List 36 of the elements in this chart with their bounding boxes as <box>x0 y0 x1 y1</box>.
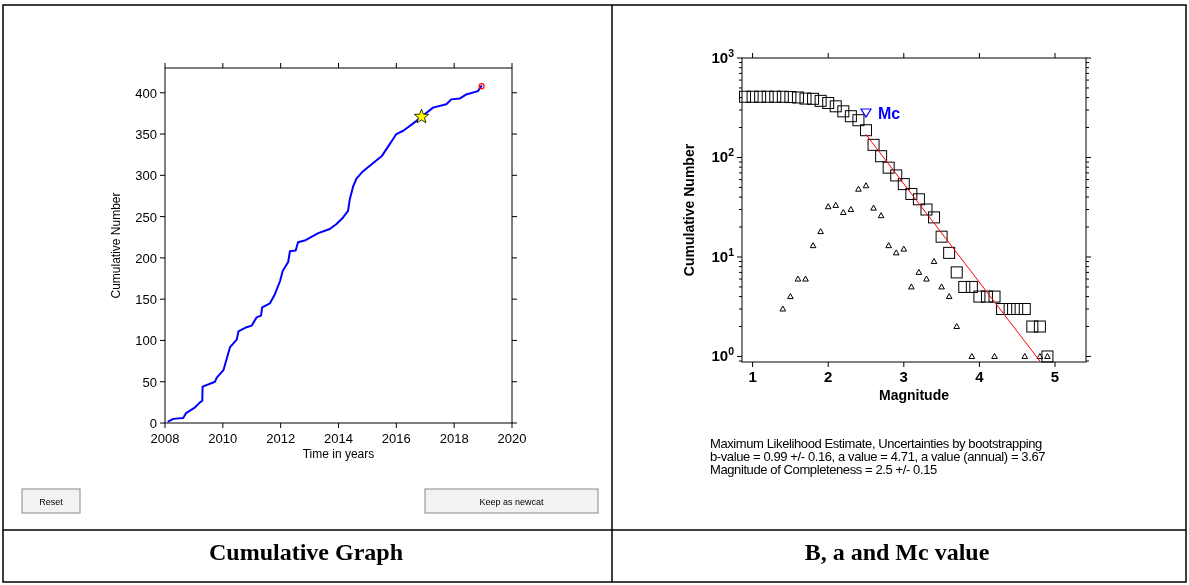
x-tick-label: 2 <box>824 368 833 385</box>
y-tick-label: 400 <box>135 85 157 101</box>
text: Magnitude of Completeness = 2.5 +/- 0.15 <box>710 462 937 477</box>
y-tick-label: 100 <box>135 333 157 349</box>
x-axis-title: Magnitude <box>879 387 950 403</box>
x-tick-label: 2020 <box>497 431 527 446</box>
y-tick-label: 300 <box>135 168 157 184</box>
y-tick-label: 350 <box>135 127 157 143</box>
y-tick-label: 150 <box>135 292 157 308</box>
x-axis-title: Time in years <box>302 447 375 461</box>
text: Maximum Likelihood Estimate, Uncertainties by bootstrapping <box>710 436 1043 451</box>
y-tick-label: 10$^{1}$ <box>711 245 735 265</box>
y-tick-label: 250 <box>135 209 157 225</box>
y-tick-label: 10$^{3}$ <box>711 47 735 66</box>
y-tick-label: 10$^{2}$ <box>711 146 735 166</box>
text: Cumulative Graph <box>208 539 404 565</box>
series-label: Mc <box>877 105 901 122</box>
x-tick-label: 2008 <box>150 431 180 446</box>
x-tick-label: 1 <box>748 368 757 385</box>
button: Keep as newcat <box>424 488 599 514</box>
x-tick-label: 2014 <box>324 431 353 446</box>
x-tick-label: 4 <box>975 368 985 385</box>
y-axis-title: Cumulative Number <box>681 143 697 277</box>
x-tick-label: 2010 <box>208 431 238 446</box>
x-tick-label: 2016 <box>381 431 411 446</box>
button: Reset <box>21 488 81 514</box>
x-tick-label: 5 <box>1050 368 1060 385</box>
x-tick-label: 2018 <box>439 431 469 446</box>
y-axis-title: Cumulative Number <box>109 192 123 299</box>
text: B, a and Mc value <box>804 539 990 565</box>
x-tick-label: 2012 <box>266 431 296 446</box>
y-tick-label: 50 <box>142 374 157 390</box>
y-tick-label: 0 <box>149 416 157 431</box>
y-tick-label: 200 <box>135 250 157 266</box>
x-tick-label: 3 <box>899 368 908 385</box>
y-tick-label: 10$^{0}$ <box>711 345 735 365</box>
